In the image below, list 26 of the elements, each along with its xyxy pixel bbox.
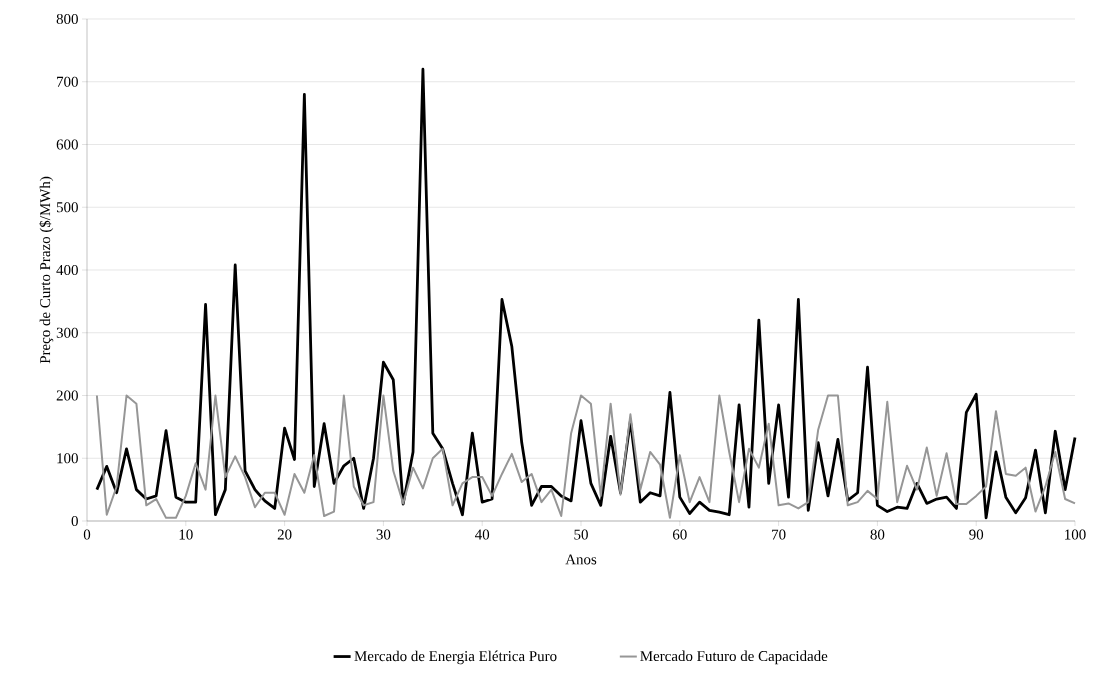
x-tick-label: 20 — [277, 529, 292, 540]
line-series — [95, 67, 1077, 520]
x-tick-label: 60 — [672, 529, 687, 540]
x-tick-label: 0 — [83, 529, 91, 540]
legend-label: Mercado de Energia Elétrica Puro — [354, 650, 557, 665]
x-tick-label: 90 — [969, 529, 984, 540]
y-tick-label: 200 — [56, 390, 78, 401]
x-tick-label: 10 — [179, 529, 193, 540]
y-tick-label: 100 — [57, 453, 78, 464]
y-tick-label: 800 — [56, 13, 78, 25]
y-tick-label: 400 — [56, 264, 78, 276]
x-tick-label: 70 — [772, 529, 786, 540]
y-tick-label: 500 — [56, 202, 78, 213]
y-tick-label: 600 — [56, 139, 78, 150]
x-tick-label: 30 — [376, 529, 391, 540]
y-tick-label: 700 — [57, 76, 78, 87]
line-series — [95, 394, 1077, 519]
x-axis-title: Anos — [565, 554, 597, 565]
legend-label: Mercado Futuro de Capacidade — [640, 650, 828, 665]
x-tick-label: 40 — [475, 529, 490, 540]
y-tick-label: 300 — [56, 327, 78, 338]
y-tick-label: 0 — [71, 515, 78, 527]
x-tick-label: 80 — [870, 529, 885, 540]
x-tick-label: 50 — [574, 529, 588, 540]
x-tick-label: 100 — [1065, 529, 1086, 540]
y-axis-title: Preço de Curto Prazo ($/MWh) — [39, 176, 54, 364]
